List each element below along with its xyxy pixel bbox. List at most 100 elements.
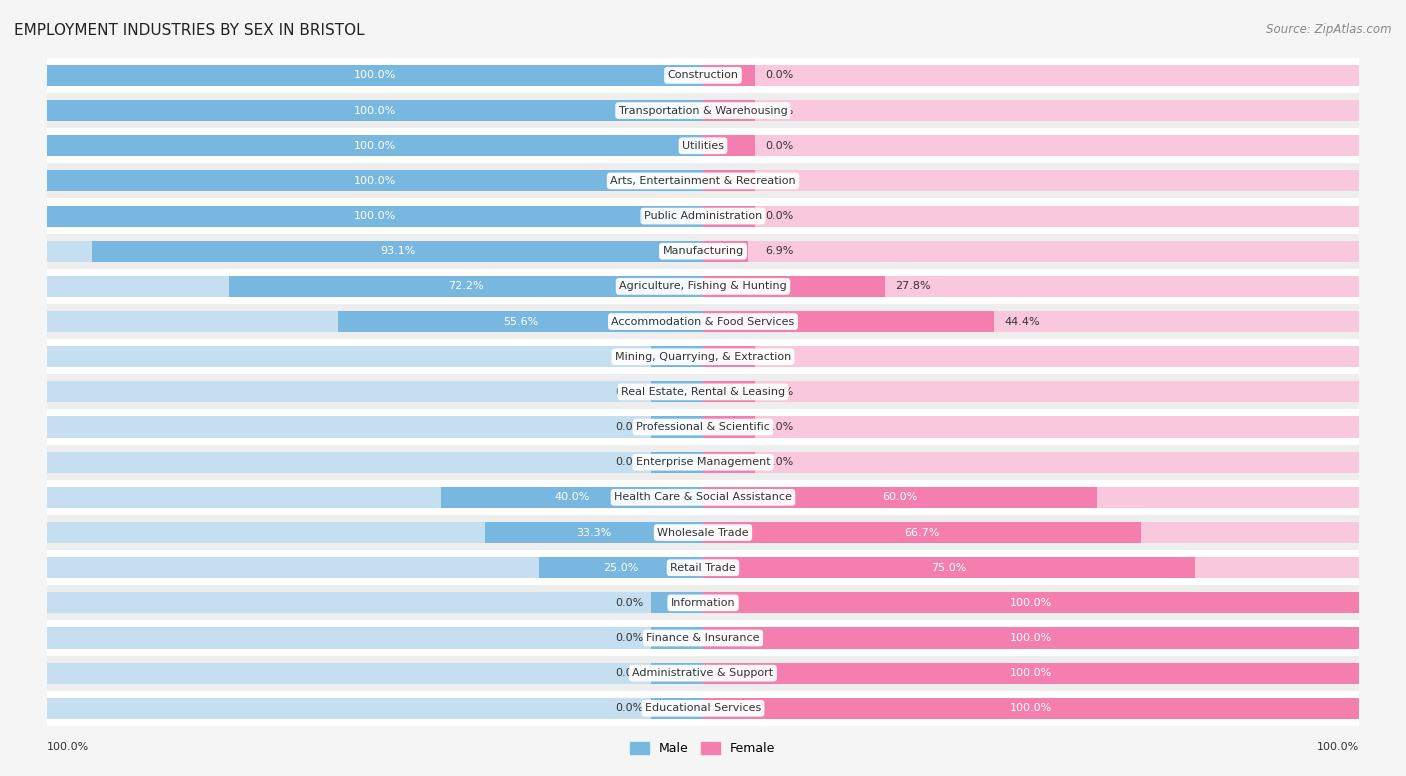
Bar xyxy=(46,241,703,262)
Text: Accommodation & Food Services: Accommodation & Food Services xyxy=(612,317,794,327)
Text: 27.8%: 27.8% xyxy=(896,282,931,292)
Text: Source: ZipAtlas.com: Source: ZipAtlas.com xyxy=(1267,23,1392,36)
Bar xyxy=(651,346,703,367)
Bar xyxy=(703,171,1360,192)
Bar xyxy=(651,592,703,613)
Bar xyxy=(46,206,703,227)
Bar xyxy=(703,346,1360,367)
Bar xyxy=(46,585,1360,621)
Text: 33.3%: 33.3% xyxy=(576,528,612,538)
Text: 75.0%: 75.0% xyxy=(931,563,967,573)
Bar xyxy=(703,557,1360,578)
Bar xyxy=(46,346,703,367)
Bar xyxy=(46,621,1360,656)
Bar xyxy=(703,311,1360,332)
Text: 25.0%: 25.0% xyxy=(603,563,638,573)
Text: 0.0%: 0.0% xyxy=(765,211,793,221)
Bar xyxy=(46,445,1360,480)
Bar xyxy=(339,311,703,332)
Text: 100.0%: 100.0% xyxy=(46,742,89,752)
Text: 0.0%: 0.0% xyxy=(616,387,644,397)
Bar xyxy=(485,522,703,543)
Text: 0.0%: 0.0% xyxy=(765,387,793,397)
Text: Real Estate, Rental & Leasing: Real Estate, Rental & Leasing xyxy=(621,387,785,397)
Text: Educational Services: Educational Services xyxy=(645,703,761,713)
Bar xyxy=(703,663,1360,684)
Bar xyxy=(703,206,755,227)
Text: Administrative & Support: Administrative & Support xyxy=(633,668,773,678)
Text: Professional & Scientific: Professional & Scientific xyxy=(636,422,770,432)
Text: 0.0%: 0.0% xyxy=(765,176,793,186)
Bar xyxy=(651,698,703,719)
Text: Agriculture, Fishing & Hunting: Agriculture, Fishing & Hunting xyxy=(619,282,787,292)
Bar xyxy=(703,628,1360,649)
Bar xyxy=(46,592,703,613)
Bar xyxy=(46,304,1360,339)
Bar xyxy=(46,628,703,649)
Text: 100.0%: 100.0% xyxy=(1010,633,1052,643)
Bar xyxy=(46,135,703,156)
Bar xyxy=(703,522,1360,543)
Text: Public Administration: Public Administration xyxy=(644,211,762,221)
Bar xyxy=(703,241,1360,262)
Text: 100.0%: 100.0% xyxy=(1317,742,1360,752)
Bar xyxy=(46,58,1360,93)
Text: 100.0%: 100.0% xyxy=(354,211,396,221)
Text: Finance & Insurance: Finance & Insurance xyxy=(647,633,759,643)
Text: Manufacturing: Manufacturing xyxy=(662,246,744,256)
Bar xyxy=(651,628,703,649)
Bar xyxy=(46,452,703,473)
Bar xyxy=(703,592,1360,613)
Text: Health Care & Social Assistance: Health Care & Social Assistance xyxy=(614,492,792,502)
Bar xyxy=(46,100,703,121)
Text: 0.0%: 0.0% xyxy=(765,352,793,362)
Bar xyxy=(703,417,755,438)
Bar xyxy=(46,417,703,438)
Text: Utilities: Utilities xyxy=(682,140,724,151)
Text: Transportation & Warehousing: Transportation & Warehousing xyxy=(619,106,787,116)
Text: Wholesale Trade: Wholesale Trade xyxy=(657,528,749,538)
Text: 0.0%: 0.0% xyxy=(765,140,793,151)
Bar xyxy=(46,550,1360,585)
Bar xyxy=(46,487,703,508)
Bar xyxy=(703,135,755,156)
Bar xyxy=(651,663,703,684)
Bar xyxy=(46,522,703,543)
Bar xyxy=(229,275,703,297)
Bar xyxy=(46,374,1360,410)
Bar xyxy=(703,487,1097,508)
Bar xyxy=(703,381,755,403)
Text: 93.1%: 93.1% xyxy=(380,246,415,256)
Bar xyxy=(46,100,703,121)
Text: 0.0%: 0.0% xyxy=(765,457,793,467)
Bar xyxy=(46,557,703,578)
Bar xyxy=(46,206,703,227)
Text: 6.9%: 6.9% xyxy=(765,246,794,256)
Bar xyxy=(651,381,703,403)
Bar xyxy=(440,487,703,508)
Bar xyxy=(46,65,703,86)
Bar xyxy=(46,135,703,156)
Text: 100.0%: 100.0% xyxy=(354,106,396,116)
Bar xyxy=(703,452,1360,473)
Bar xyxy=(703,487,1360,508)
Text: Enterprise Management: Enterprise Management xyxy=(636,457,770,467)
Text: 0.0%: 0.0% xyxy=(616,703,644,713)
Text: 100.0%: 100.0% xyxy=(354,140,396,151)
Bar xyxy=(703,171,755,192)
Bar xyxy=(46,171,703,192)
Bar xyxy=(46,275,703,297)
Text: 0.0%: 0.0% xyxy=(616,668,644,678)
Bar xyxy=(703,241,748,262)
Text: Information: Information xyxy=(671,598,735,608)
Text: 0.0%: 0.0% xyxy=(765,422,793,432)
Bar xyxy=(703,417,1360,438)
Bar xyxy=(46,339,1360,374)
Bar xyxy=(703,206,1360,227)
Bar xyxy=(46,234,1360,268)
Bar xyxy=(651,417,703,438)
Bar xyxy=(703,698,1360,719)
Bar xyxy=(703,381,1360,403)
Text: 0.0%: 0.0% xyxy=(616,598,644,608)
Legend: Male, Female: Male, Female xyxy=(626,737,780,760)
